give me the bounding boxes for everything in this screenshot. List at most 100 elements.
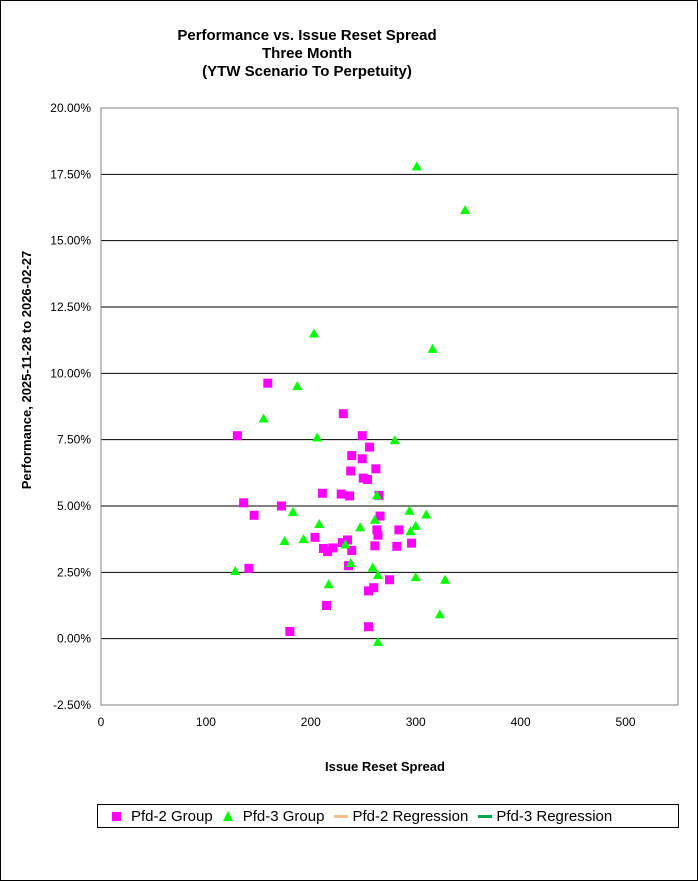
y-tick-label: 5.00% [57, 499, 91, 513]
pfd3-point [440, 574, 451, 584]
pfd3-point [372, 636, 383, 646]
pfd3-point [405, 526, 416, 536]
pfd3-point [411, 161, 422, 171]
pfd3-point [258, 413, 269, 423]
pfd2-point [336, 489, 346, 499]
pfd3-point [369, 514, 380, 524]
chart-title-line-2: Three Month [262, 45, 352, 62]
pfd2-point [244, 563, 254, 573]
pfd2-point [407, 538, 417, 548]
pfd2-point [373, 530, 383, 540]
pfd3-point [298, 534, 309, 544]
legend-item-pfd2-regression: Pfd-2 Regression [334, 808, 468, 825]
pfd2-point [263, 378, 273, 388]
x-tick-label: 400 [511, 715, 531, 729]
data-points [230, 161, 471, 646]
pfd3-point [427, 343, 438, 353]
gridlines [101, 107, 678, 706]
pfd2-point [338, 409, 348, 419]
pfd2-point [371, 464, 381, 474]
pfd2-point [372, 525, 382, 535]
pfd2-point [369, 583, 379, 593]
orange-line-icon [334, 814, 349, 818]
x-tick-label: 300 [406, 715, 426, 729]
pfd3-point [421, 509, 432, 519]
green-line-icon [478, 814, 493, 818]
pfd2-point [370, 541, 380, 551]
pfd2-point [317, 488, 327, 498]
pfd2-point [392, 541, 402, 551]
pfd3-point [340, 539, 351, 549]
y-tick-label: -2.50% [53, 698, 91, 712]
y-tick-label: 0.00% [57, 632, 91, 646]
pfd2-point [343, 535, 353, 545]
y-tick-label: 7.50% [57, 433, 91, 447]
pfd2-point [337, 538, 347, 548]
pfd3-point [460, 205, 471, 215]
pfd3-point [314, 519, 325, 529]
chart-title-line-3: (YTW Scenario To Perpetuity) [202, 63, 412, 80]
legend-label-pfd3-group: Pfd-3 Group [242, 807, 325, 825]
pfd2-point [285, 627, 295, 637]
x-tick-label: 500 [616, 715, 636, 729]
pfd3-point [287, 506, 298, 516]
y-tick-label: 17.50% [50, 167, 91, 181]
pfd3-point [410, 520, 421, 530]
legend-label-pfd3-regression: Pfd-3 Regression [496, 807, 613, 825]
y-tick-label: 15.00% [50, 234, 91, 248]
legend-label-pfd2-regression: Pfd-2 Regression [352, 807, 469, 825]
pfd2-point [249, 510, 259, 520]
pfd3-point [404, 505, 415, 515]
pfd2-point [328, 543, 338, 553]
pfd3-point [389, 435, 400, 445]
pfd2-point [375, 511, 385, 521]
pfd2-point [310, 532, 320, 542]
pfd3-point [308, 328, 319, 338]
pfd3-point [434, 609, 445, 619]
pfd3-point [230, 566, 241, 576]
pfd2-point [346, 466, 356, 476]
pfd3-point [279, 536, 290, 546]
legend-item-pfd3-regression: Pfd-3 Regression [478, 808, 612, 825]
pfd2-point [347, 546, 357, 556]
x-tick-label: 200 [301, 715, 321, 729]
pink-square-icon [112, 811, 121, 821]
pfd2-point [345, 491, 355, 501]
legend-label-pfd2-group: Pfd-2 Group [131, 807, 213, 825]
pfd2-point [239, 498, 249, 508]
pfd2-point [385, 575, 394, 585]
pfd2-point [232, 431, 242, 441]
pfd2-point [357, 431, 367, 441]
plot-area-border [100, 107, 679, 706]
x-tick-label: 100 [196, 715, 216, 729]
pfd2-point [364, 586, 374, 596]
y-tick-label: 12.50% [50, 300, 91, 314]
x-axis-title: Issue Reset Spread [325, 759, 445, 774]
pfd2-point [276, 501, 286, 511]
pfd3-point [345, 558, 356, 568]
axes: -2.50% 0.00% 2.50% 5.00% 7.50% 10.00% 12.50% 15… [50, 101, 636, 729]
pfd3-point [323, 579, 334, 589]
pfd3-point [372, 569, 383, 579]
legend-item-pfd3-group: Pfd-3 Group [222, 807, 325, 825]
green-triangle-icon [222, 811, 233, 821]
pfd3-point [355, 522, 366, 532]
pfd3-point [292, 381, 303, 391]
x-tick-label: 0 [98, 715, 105, 729]
pfd3-point [312, 432, 323, 442]
pfd2-point [347, 451, 357, 461]
y-tick-label: 10.00% [50, 366, 91, 380]
legend-item-pfd2-group: Pfd-2 Group [112, 808, 213, 825]
y-tick-label: 20.00% [50, 101, 91, 115]
pfd2-point [357, 454, 367, 464]
legend: Pfd-2 Group Pfd-3 Group Pfd-2 Regression… [97, 804, 679, 828]
pfd2-point [323, 547, 333, 557]
pfd2-point [365, 442, 375, 452]
pfd3-point [410, 572, 421, 582]
pfd3-point [367, 562, 378, 572]
pfd2-point [322, 601, 332, 610]
chart-title-line-1: Performance vs. Issue Reset Spread [177, 27, 437, 44]
y-axis-title: Performance, 2025-11-28 to 2026-02-27 [19, 251, 34, 489]
pfd2-point [394, 525, 404, 535]
